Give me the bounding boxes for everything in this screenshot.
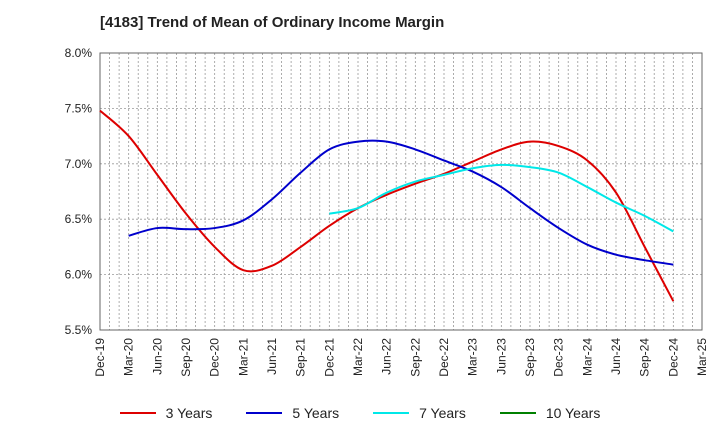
x-tick-label: Mar-20: [122, 338, 136, 376]
legend: 3 Years 5 Years 7 Years 10 Years: [0, 405, 720, 421]
y-tick-label: 6.0%: [65, 268, 93, 282]
x-tick-label: Dec-24: [666, 338, 680, 377]
chart-title: [4183] Trend of Mean of Ordinary Income …: [100, 14, 445, 31]
x-tick-label: Jun-22: [380, 338, 394, 375]
x-tick-label: Jun-20: [150, 338, 164, 375]
legend-item: 3 Years: [119, 405, 213, 421]
x-tick-label: Mar-21: [236, 338, 250, 376]
series-line: [329, 163, 674, 233]
x-tick-label: Dec-22: [437, 338, 451, 377]
plot-area-border: [99, 52, 703, 331]
series-line: [99, 109, 675, 302]
x-tick-label: Dec-19: [93, 338, 107, 377]
y-tick-label: 7.0%: [65, 157, 93, 171]
x-tick-label: Sep-24: [638, 338, 652, 377]
legend-label: 10 Years: [545, 405, 601, 421]
x-tick-label: Jun-23: [494, 338, 508, 375]
y-tick-label: 7.5%: [65, 101, 93, 115]
x-tick-label: Dec-23: [552, 338, 566, 377]
x-tick-label: Jun-21: [265, 338, 279, 375]
x-tick-label: Sep-22: [408, 338, 422, 377]
legend-swatch: [246, 412, 283, 414]
x-tick-label: Dec-20: [208, 338, 222, 377]
legend-label: 7 Years: [419, 405, 466, 421]
x-tick-label: Mar-23: [466, 338, 480, 376]
legend-swatch: [499, 412, 536, 414]
y-tick-label: 5.5%: [65, 323, 93, 337]
legend-item: 10 Years: [499, 405, 601, 421]
x-tick-label: Mar-25: [695, 338, 709, 376]
x-tick-label: Sep-21: [294, 338, 308, 377]
x-tick-label: Dec-21: [322, 338, 336, 377]
y-tick-label: 6.5%: [65, 212, 93, 226]
x-tick-label: Sep-20: [179, 338, 193, 377]
legend-label: 5 Years: [292, 405, 340, 421]
x-tick-label: Jun-24: [609, 338, 623, 375]
legend-label: 3 Years: [165, 405, 213, 421]
y-tick-label: 8.0%: [65, 46, 93, 60]
series-line: [128, 139, 674, 266]
legend-swatch: [119, 412, 156, 414]
legend-item: 5 Years: [246, 405, 339, 421]
legend-swatch: [373, 412, 410, 414]
x-tick-label: Sep-23: [523, 338, 537, 377]
x-tick-label: Mar-24: [580, 338, 594, 376]
x-tick-label: Mar-22: [351, 338, 365, 376]
legend-item: 7 Years: [373, 405, 466, 421]
